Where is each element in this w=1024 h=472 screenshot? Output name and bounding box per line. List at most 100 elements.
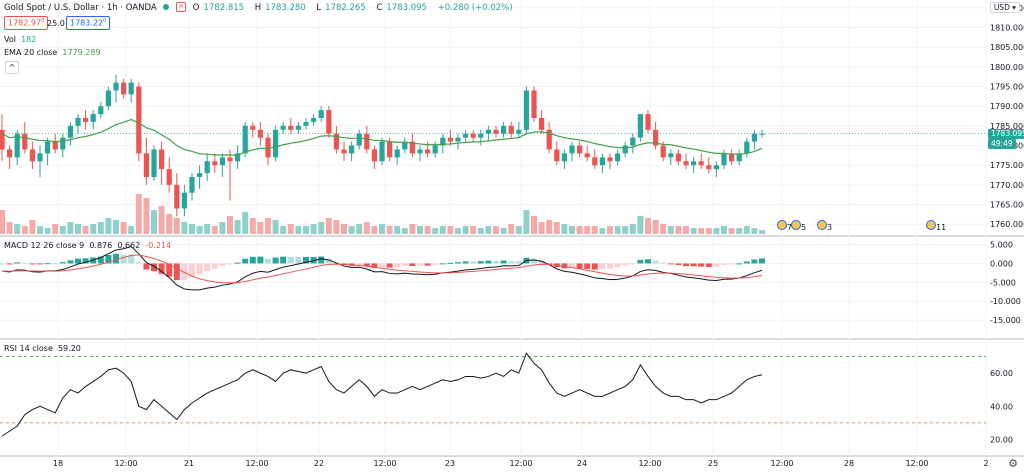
candle-body	[508, 125, 514, 134]
currency-selector[interactable]: USD ▾	[989, 2, 1020, 13]
candle-body	[159, 149, 165, 170]
candle-body	[402, 141, 408, 150]
volume-bar	[576, 226, 583, 234]
macd-histogram-bar	[75, 258, 81, 264]
volume-bar	[295, 226, 302, 234]
volume-bar	[599, 228, 606, 234]
macd-histogram-bar	[455, 262, 461, 264]
macd-histogram-bar	[196, 263, 203, 275]
collapse-legend-icon[interactable]: ^	[5, 61, 19, 74]
candle-body	[387, 141, 393, 158]
candle-body	[470, 133, 476, 138]
symbol-header: Gold Spot / U.S. Dollar · 1h · OANDA ✕ O…	[4, 2, 517, 13]
event-badge-1[interactable]: 7	[777, 220, 792, 232]
time-tick-label: 18	[53, 459, 63, 468]
volume-bar	[705, 228, 712, 234]
macd-histogram-bar	[470, 261, 477, 264]
volume-bar	[721, 226, 727, 234]
volume-bar	[234, 220, 241, 234]
event-badge-4[interactable]: 11	[926, 220, 946, 232]
macd-histogram-bar	[0, 263, 5, 265]
macd-histogram-bar	[151, 263, 157, 272]
candle-body	[569, 145, 575, 154]
volume-bar	[14, 224, 21, 234]
volume-bar	[204, 224, 211, 234]
time-tick-label: 12:00	[905, 459, 928, 468]
macd-histogram-bar	[158, 263, 165, 274]
sell-price-button[interactable]: 1782.970	[4, 16, 49, 30]
volume-bar	[531, 216, 537, 234]
macd-histogram-bar	[439, 263, 446, 265]
volume-bar	[371, 226, 378, 234]
macd-histogram-bar	[607, 263, 613, 269]
candle-body	[37, 153, 43, 162]
volume-bar	[166, 214, 173, 234]
time-tick-label: 12:00	[638, 459, 661, 468]
settings-gear-icon[interactable]: ⚙	[1008, 457, 1018, 470]
volume-bar	[356, 224, 363, 234]
macd-tick-label: 5.000	[990, 241, 1013, 250]
macd-histogram-bar	[493, 260, 499, 264]
candle-body	[14, 133, 20, 158]
candle-body	[60, 137, 66, 150]
macd-histogram-bar	[280, 256, 287, 264]
volume-bar	[728, 228, 735, 234]
macd-histogram-bar	[698, 263, 705, 267]
macd-histogram-bar	[417, 263, 423, 266]
macd-histogram-bar	[135, 262, 142, 264]
candle-body	[257, 129, 263, 138]
volume-bar	[698, 228, 705, 234]
macd-histogram-bar	[21, 262, 28, 264]
macd-histogram-bar	[265, 258, 271, 264]
macd-histogram-bar	[652, 260, 659, 264]
candle-body	[531, 90, 537, 118]
volume-bar	[477, 228, 484, 234]
candle-body	[637, 114, 643, 138]
volume-bar	[417, 226, 423, 234]
candle-body	[516, 129, 522, 134]
event-badge-3[interactable]: 3	[817, 220, 832, 232]
macd-histogram-bar	[379, 263, 385, 267]
symbol-title[interactable]: Gold Spot / U.S. Dollar · 1h · OANDA	[4, 2, 157, 13]
buy-price-button[interactable]: 1783.220	[66, 16, 111, 30]
candle-body	[250, 125, 256, 130]
volume-bar	[439, 226, 446, 234]
volume-bar	[485, 226, 492, 234]
rsi-tick-label: 20.00	[990, 435, 1013, 444]
macd-histogram-bar	[675, 263, 682, 266]
volume-bar	[675, 226, 682, 234]
last-price-tag: 1783.095	[988, 129, 1024, 139]
candle-body	[280, 125, 286, 130]
macd-histogram-bar	[645, 259, 651, 264]
macd-histogram-bar	[736, 263, 743, 265]
price-tick-label: 1785.000	[990, 122, 1024, 131]
candle-body	[212, 161, 218, 166]
macd-histogram-bar	[515, 261, 522, 264]
us-flag-icon	[777, 220, 787, 230]
macd-histogram-bar	[234, 262, 241, 264]
volume-bar	[113, 220, 119, 234]
event-badge-2[interactable]: 5	[791, 220, 806, 232]
time-tick-label: 12:00	[373, 459, 396, 468]
macd-histogram-bar	[143, 263, 150, 270]
ema-line	[1, 118, 763, 156]
macd-histogram-bar	[599, 263, 606, 269]
macd-histogram-bar	[477, 261, 484, 264]
candle-body	[181, 192, 187, 209]
volume-bar	[424, 226, 431, 234]
macd-histogram-bar	[52, 263, 59, 265]
macd-histogram-bar	[500, 260, 507, 264]
time-tick-label: 25	[708, 459, 718, 468]
time-tick-label: 21	[184, 459, 194, 468]
flag-icon[interactable]: ✕	[176, 2, 187, 12]
macd-histogram-bar	[204, 263, 211, 271]
macd-histogram-bar	[713, 263, 720, 267]
candle-body	[599, 157, 605, 166]
volume-bar	[280, 226, 287, 234]
macd-histogram-bar	[629, 263, 636, 265]
candle-body	[143, 153, 149, 177]
volume-bar	[455, 228, 461, 234]
macd-histogram-bar	[728, 263, 735, 265]
candle-body	[440, 137, 446, 146]
